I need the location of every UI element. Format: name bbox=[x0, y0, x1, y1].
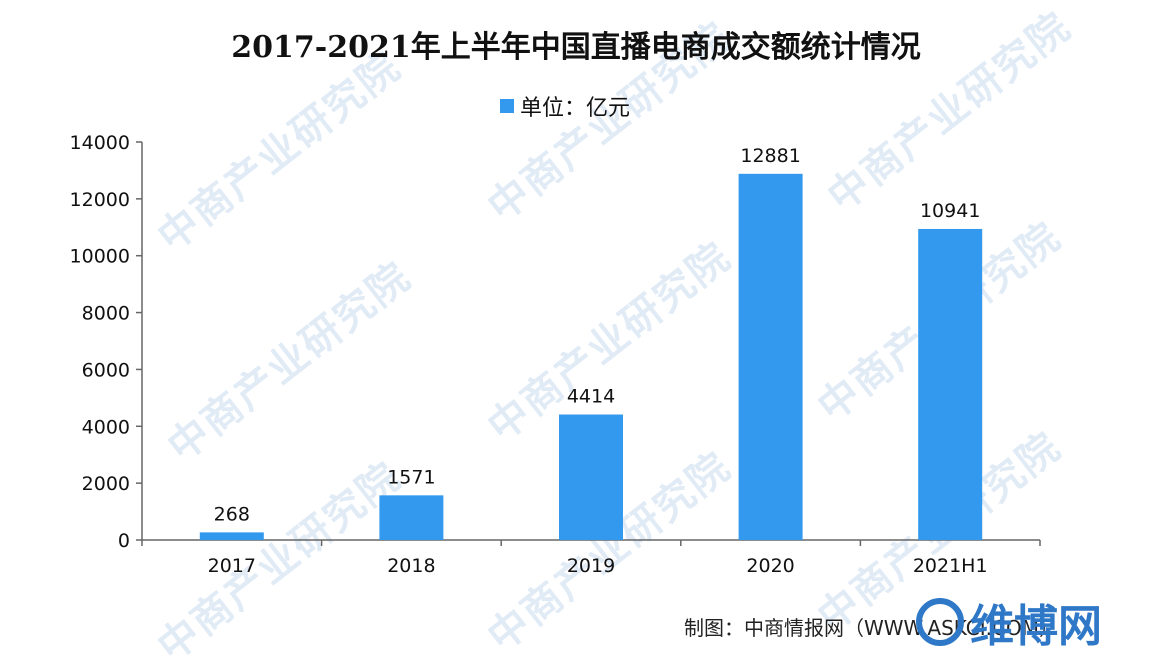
brand-logo-icon bbox=[916, 598, 964, 646]
brand-watermark: 维博网 bbox=[916, 590, 1102, 654]
legend-label: 单位：亿元 bbox=[520, 96, 631, 121]
x-tick-label: 2017 bbox=[208, 555, 256, 577]
y-tick-label: 8000 bbox=[82, 303, 130, 325]
chart-credit: 制图：中商情报网（WWW.ASKCI.COM） bbox=[684, 616, 1059, 640]
bar-data-label: 1571 bbox=[387, 466, 435, 488]
bar-chart: 0 2000 4000 6000 8000 10000 12000 14000 268 2017 1… bbox=[70, 132, 1041, 577]
x-tick-label: 2020 bbox=[746, 555, 794, 577]
x-tick-label: 2021H1 bbox=[913, 555, 988, 577]
bar bbox=[199, 532, 264, 540]
bar bbox=[738, 173, 803, 540]
y-tick-label: 12000 bbox=[70, 189, 130, 211]
bar-data-label: 12881 bbox=[740, 145, 800, 167]
y-tick-label: 14000 bbox=[70, 132, 130, 154]
x-tick-label: 2019 bbox=[567, 555, 615, 577]
y-tick-label: 2000 bbox=[82, 473, 130, 495]
bar bbox=[379, 495, 444, 540]
bar bbox=[559, 414, 623, 540]
legend-swatch bbox=[500, 99, 514, 113]
y-tick-label: 0 bbox=[118, 530, 130, 552]
bar bbox=[918, 228, 983, 540]
brand-name: 维博网 bbox=[970, 601, 1102, 652]
bar-data-label: 268 bbox=[214, 503, 250, 525]
bar-data-label: 4414 bbox=[567, 386, 615, 408]
chart-title: 2017-2021年上半年中国直播电商成交额统计情况 bbox=[231, 30, 921, 65]
bar-data-label: 10941 bbox=[920, 200, 980, 222]
y-tick-label: 6000 bbox=[82, 359, 130, 381]
y-tick-label: 4000 bbox=[82, 416, 130, 438]
y-tick-label: 10000 bbox=[70, 246, 130, 268]
legend: 单位：亿元 bbox=[500, 90, 630, 122]
x-tick-label: 2018 bbox=[387, 555, 435, 577]
